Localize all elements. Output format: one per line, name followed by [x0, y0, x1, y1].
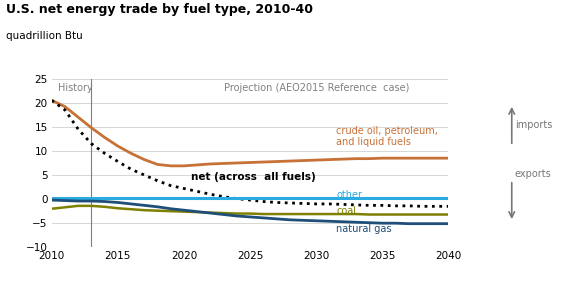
Text: U.S. net energy trade by fuel type, 2010-40: U.S. net energy trade by fuel type, 2010…: [6, 3, 313, 16]
Text: net (across  all fuels): net (across all fuels): [190, 173, 315, 182]
Text: quadrillion Btu: quadrillion Btu: [6, 31, 82, 41]
Text: coal: coal: [336, 206, 356, 216]
Text: natural gas: natural gas: [336, 225, 392, 234]
Text: Projection (AEO2015 Reference  case): Projection (AEO2015 Reference case): [224, 83, 409, 92]
Text: other: other: [336, 190, 362, 200]
Text: History: History: [58, 83, 93, 92]
Text: crude oil, petroleum,
and liquid fuels: crude oil, petroleum, and liquid fuels: [336, 126, 438, 147]
Text: exports: exports: [515, 169, 551, 179]
Text: imports: imports: [515, 120, 552, 130]
